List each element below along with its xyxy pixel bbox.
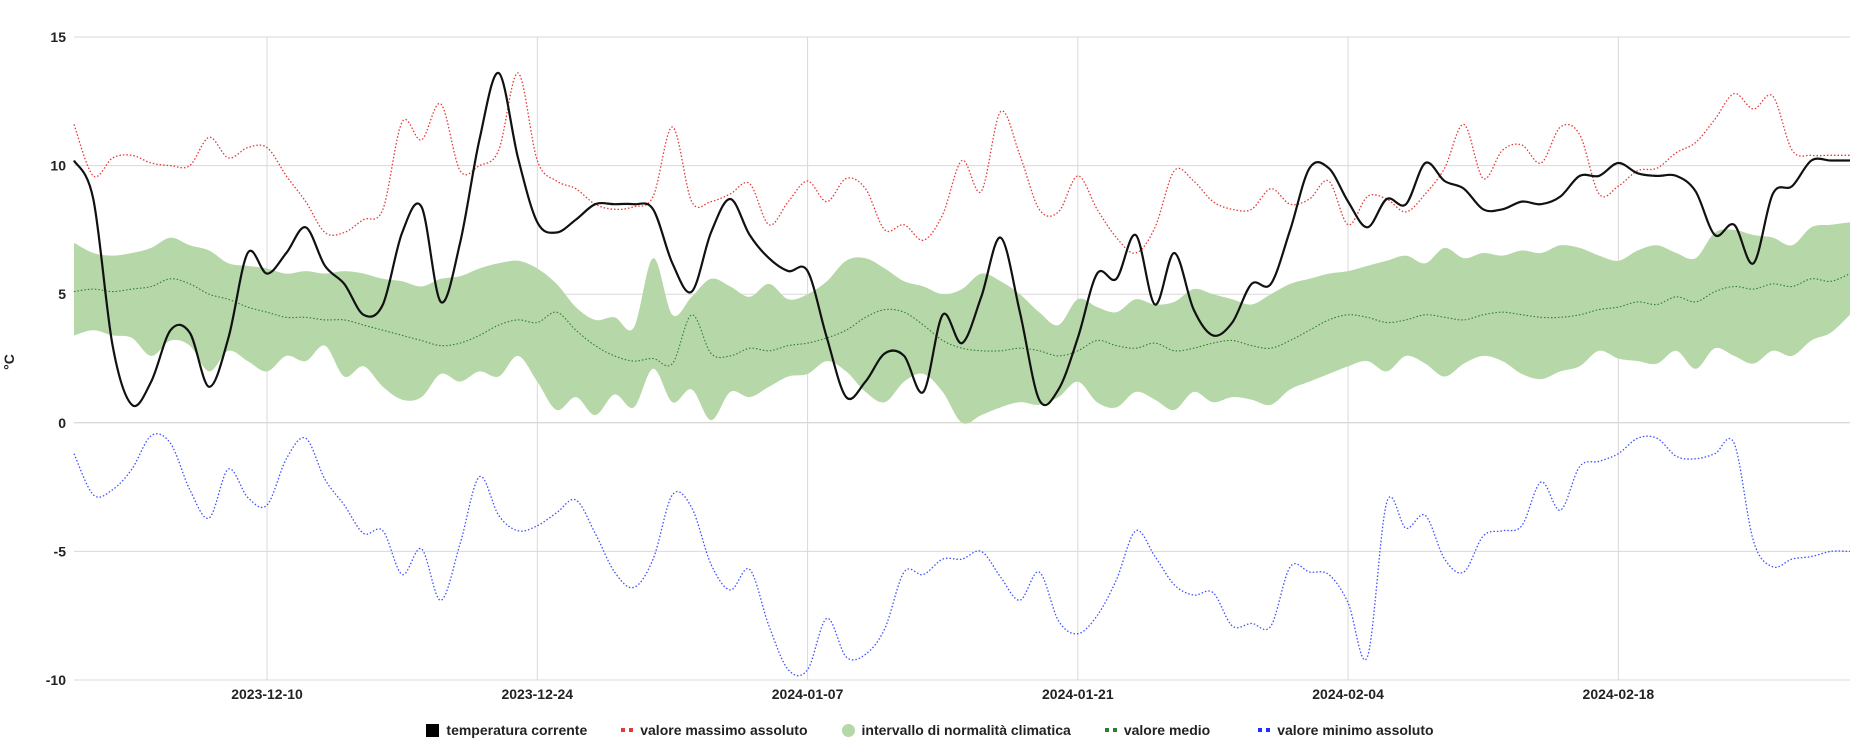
legend-swatch-dots — [621, 728, 634, 732]
y-tick-label: 15 — [50, 29, 66, 45]
x-tick-label: 2023-12-10 — [231, 686, 303, 702]
series-line-current-temperature — [73, 71, 1850, 408]
x-tick-label: 2024-02-18 — [1583, 686, 1655, 702]
legend-item-mean[interactable]: valore medio — [1104, 722, 1211, 738]
y-tick-label: -10 — [46, 672, 66, 688]
y-tick-label: -5 — [54, 543, 67, 559]
legend-item-absolute-max[interactable]: valore massimo assoluto — [621, 722, 808, 738]
legend-item-absolute-min[interactable]: valore minimo assoluto — [1258, 722, 1434, 738]
chart-marks — [73, 71, 1851, 677]
legend-swatch-dots — [1258, 728, 1271, 732]
temperature-chart: -10 -5 0 5 10 15 2023-12-10 2023-12-24 2024-01-… — [1, 29, 1851, 702]
series-line-absolute-min — [73, 433, 1851, 677]
legend-swatch-dots — [1104, 728, 1117, 732]
legend-label: valore massimo assoluto — [640, 722, 808, 738]
y-tick-label: 5 — [58, 286, 66, 302]
x-tick-labels: 2023-12-10 2023-12-24 2024-01-07 2024-01-21… — [231, 686, 1654, 702]
legend: temperatura corrente valore massimo asso… — [0, 722, 1860, 738]
x-tick-label: 2024-01-21 — [1042, 686, 1114, 702]
y-axis-title: °C — [1, 354, 17, 370]
legend-label: valore minimo assoluto — [1277, 722, 1434, 738]
y-tick-label: 0 — [58, 415, 66, 431]
legend-label: temperatura corrente — [446, 722, 588, 738]
series-line-absolute-max — [73, 72, 1850, 254]
x-tick-label: 2024-01-07 — [772, 686, 844, 702]
y-tick-labels: -10 -5 0 5 10 15 — [46, 29, 66, 688]
normal-range-band — [74, 222, 1850, 424]
legend-swatch-square — [426, 723, 440, 737]
legend-label: valore medio — [1123, 722, 1211, 738]
series-line-mean — [73, 273, 1851, 367]
x-tick-label: 2024-02-04 — [1312, 686, 1384, 702]
legend-label: intervallo di normalità climatica — [861, 722, 1071, 738]
x-tick-label: 2023-12-24 — [501, 686, 573, 702]
y-tick-label: 10 — [50, 158, 66, 174]
legend-swatch-circle — [841, 723, 855, 737]
legend-item-normal-range[interactable]: intervallo di normalità climatica — [841, 722, 1071, 738]
legend-item-current-temperature[interactable]: temperatura corrente — [426, 722, 587, 738]
